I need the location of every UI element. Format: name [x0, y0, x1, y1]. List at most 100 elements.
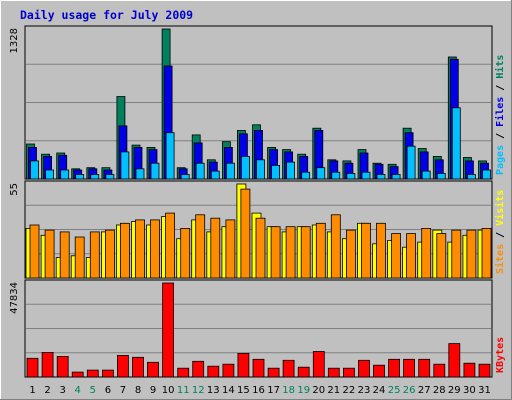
x-label-day-25: 25	[388, 385, 401, 396]
x-axis-labels: 1 2 3 4 5 6 7 8 9 10 11 12 13 14 15 16 17 18 19 20 21 22 23 24 2…	[29, 385, 491, 396]
x-label-day-9: 9	[150, 385, 156, 396]
x-label-day-10: 10	[162, 385, 175, 396]
bar-pages-day-25	[391, 174, 401, 180]
bar-pages-day-20	[316, 167, 326, 180]
bar-sites-day-7	[120, 222, 130, 279]
bar-pages-day-21	[331, 171, 341, 180]
x-label-day-7: 7	[120, 385, 126, 396]
bar-kbytes-day-12	[192, 360, 205, 378]
bar-pages-day-31	[482, 169, 491, 180]
bar-pages-day-13	[210, 170, 220, 180]
bar-sites-day-21	[330, 214, 341, 279]
x-label-day-28: 28	[433, 385, 446, 396]
x-label-day-1: 1	[29, 385, 35, 396]
bar-pages-day-10	[165, 132, 175, 180]
bar-kbytes-day-29	[448, 343, 461, 378]
x-label-day-21: 21	[327, 385, 340, 396]
bar-sites-day-1	[29, 224, 40, 279]
x-label-day-23: 23	[358, 385, 371, 396]
bar-sites-day-20	[315, 222, 326, 279]
bar-sites-day-27	[421, 227, 432, 279]
bar-kbytes-day-31	[478, 363, 491, 378]
x-label-day-30: 30	[463, 385, 476, 396]
legend-item-pages: Pages	[495, 145, 506, 175]
bar-pages-day-12	[195, 162, 205, 180]
bar-sites-day-9	[150, 219, 160, 279]
chart-panels	[24, 25, 493, 378]
bar-kbytes-day-25	[388, 358, 401, 378]
bar-pages-day-2	[45, 169, 54, 180]
bar-pages-day-30	[466, 174, 476, 180]
x-label-day-13: 13	[207, 385, 220, 396]
bar-sites-day-2	[44, 229, 55, 279]
bar-kbytes-day-4	[71, 371, 84, 378]
bar-pages-day-23	[361, 171, 371, 180]
bar-kbytes-day-16	[252, 358, 265, 378]
x-label-day-27: 27	[418, 385, 431, 396]
bar-kbytes-day-28	[433, 363, 446, 378]
bar-pages-day-18	[286, 161, 296, 180]
bar-kbytes-day-1	[26, 357, 39, 378]
bar-pages-day-8	[135, 168, 145, 180]
bar-pages-day-4	[75, 174, 85, 180]
bar-sites-day-10	[165, 212, 176, 279]
bar-kbytes-day-21	[327, 367, 340, 378]
legend-top: Pages / Files / Hits	[494, 55, 506, 175]
x-label-day-8: 8	[135, 385, 141, 396]
bar-kbytes-day-22	[342, 367, 355, 378]
bar-sites-day-19	[300, 226, 311, 279]
x-label-day-12: 12	[192, 385, 205, 396]
bar-kbytes-day-13	[207, 365, 220, 378]
bar-kbytes-day-7	[117, 354, 129, 378]
x-label-day-4: 4	[75, 385, 81, 396]
bar-kbytes-day-3	[56, 355, 69, 378]
bar-sites-day-6	[105, 229, 115, 279]
legend-item-hits: Hits	[494, 55, 506, 79]
bar-kbytes-day-30	[463, 362, 476, 378]
x-label-day-2: 2	[44, 385, 50, 396]
bar-sites-day-25	[391, 233, 402, 279]
x-label-day-16: 16	[252, 385, 265, 396]
bar-pages-day-15	[240, 155, 250, 180]
bar-pages-day-28	[436, 172, 446, 180]
bar-sites-day-3	[59, 231, 70, 279]
bar-pages-day-1	[30, 160, 39, 180]
bar-pages-day-3	[60, 169, 70, 180]
bar-kbytes-day-23	[358, 359, 370, 378]
panel-legends: Pages / Files / Hits Sites / Visits KBytes	[494, 55, 506, 373]
x-label-day-18: 18	[282, 385, 295, 396]
legend-bottom: KBytes	[495, 337, 506, 373]
bar-sites-day-18	[285, 226, 296, 279]
bar-pages-day-27	[421, 170, 431, 180]
x-label-day-14: 14	[222, 385, 235, 396]
bar-pages-day-14	[225, 162, 235, 180]
bar-kbytes-day-15	[237, 352, 250, 378]
bar-pages-day-7	[120, 151, 130, 180]
bar-kbytes-day-5	[86, 369, 99, 378]
bar-kbytes-day-8	[132, 356, 144, 378]
bar-kbytes-day-19	[297, 366, 310, 378]
bar-kbytes-day-26	[403, 358, 416, 378]
bar-sites-day-13	[210, 217, 221, 279]
bar-sites-day-15	[240, 188, 251, 279]
x-label-day-15: 15	[237, 385, 250, 396]
legend-item-files: Files	[494, 97, 506, 127]
legend-item-kbytes: KBytes	[495, 337, 506, 373]
bar-sites-day-30	[466, 229, 477, 279]
bar-pages-day-26	[406, 145, 416, 180]
bar-sites-day-23	[361, 222, 371, 279]
x-label-day-26: 26	[403, 385, 416, 396]
bar-sites-day-28	[436, 233, 447, 279]
bar-kbytes-day-10	[162, 282, 175, 378]
x-label-day-19: 19	[297, 385, 310, 396]
bar-sites-day-8	[135, 219, 145, 279]
bar-kbytes-day-11	[177, 367, 190, 378]
x-label-day-20: 20	[312, 385, 325, 396]
bar-kbytes-day-17	[267, 367, 280, 378]
bar-sites-day-29	[451, 229, 462, 279]
legend-separator: /	[495, 127, 506, 145]
bar-kbytes-day-18	[282, 359, 295, 378]
x-label-day-29: 29	[448, 385, 461, 396]
bar-sites-day-5	[89, 231, 100, 279]
y-axis-labels: 1328 55 47834	[9, 28, 20, 314]
